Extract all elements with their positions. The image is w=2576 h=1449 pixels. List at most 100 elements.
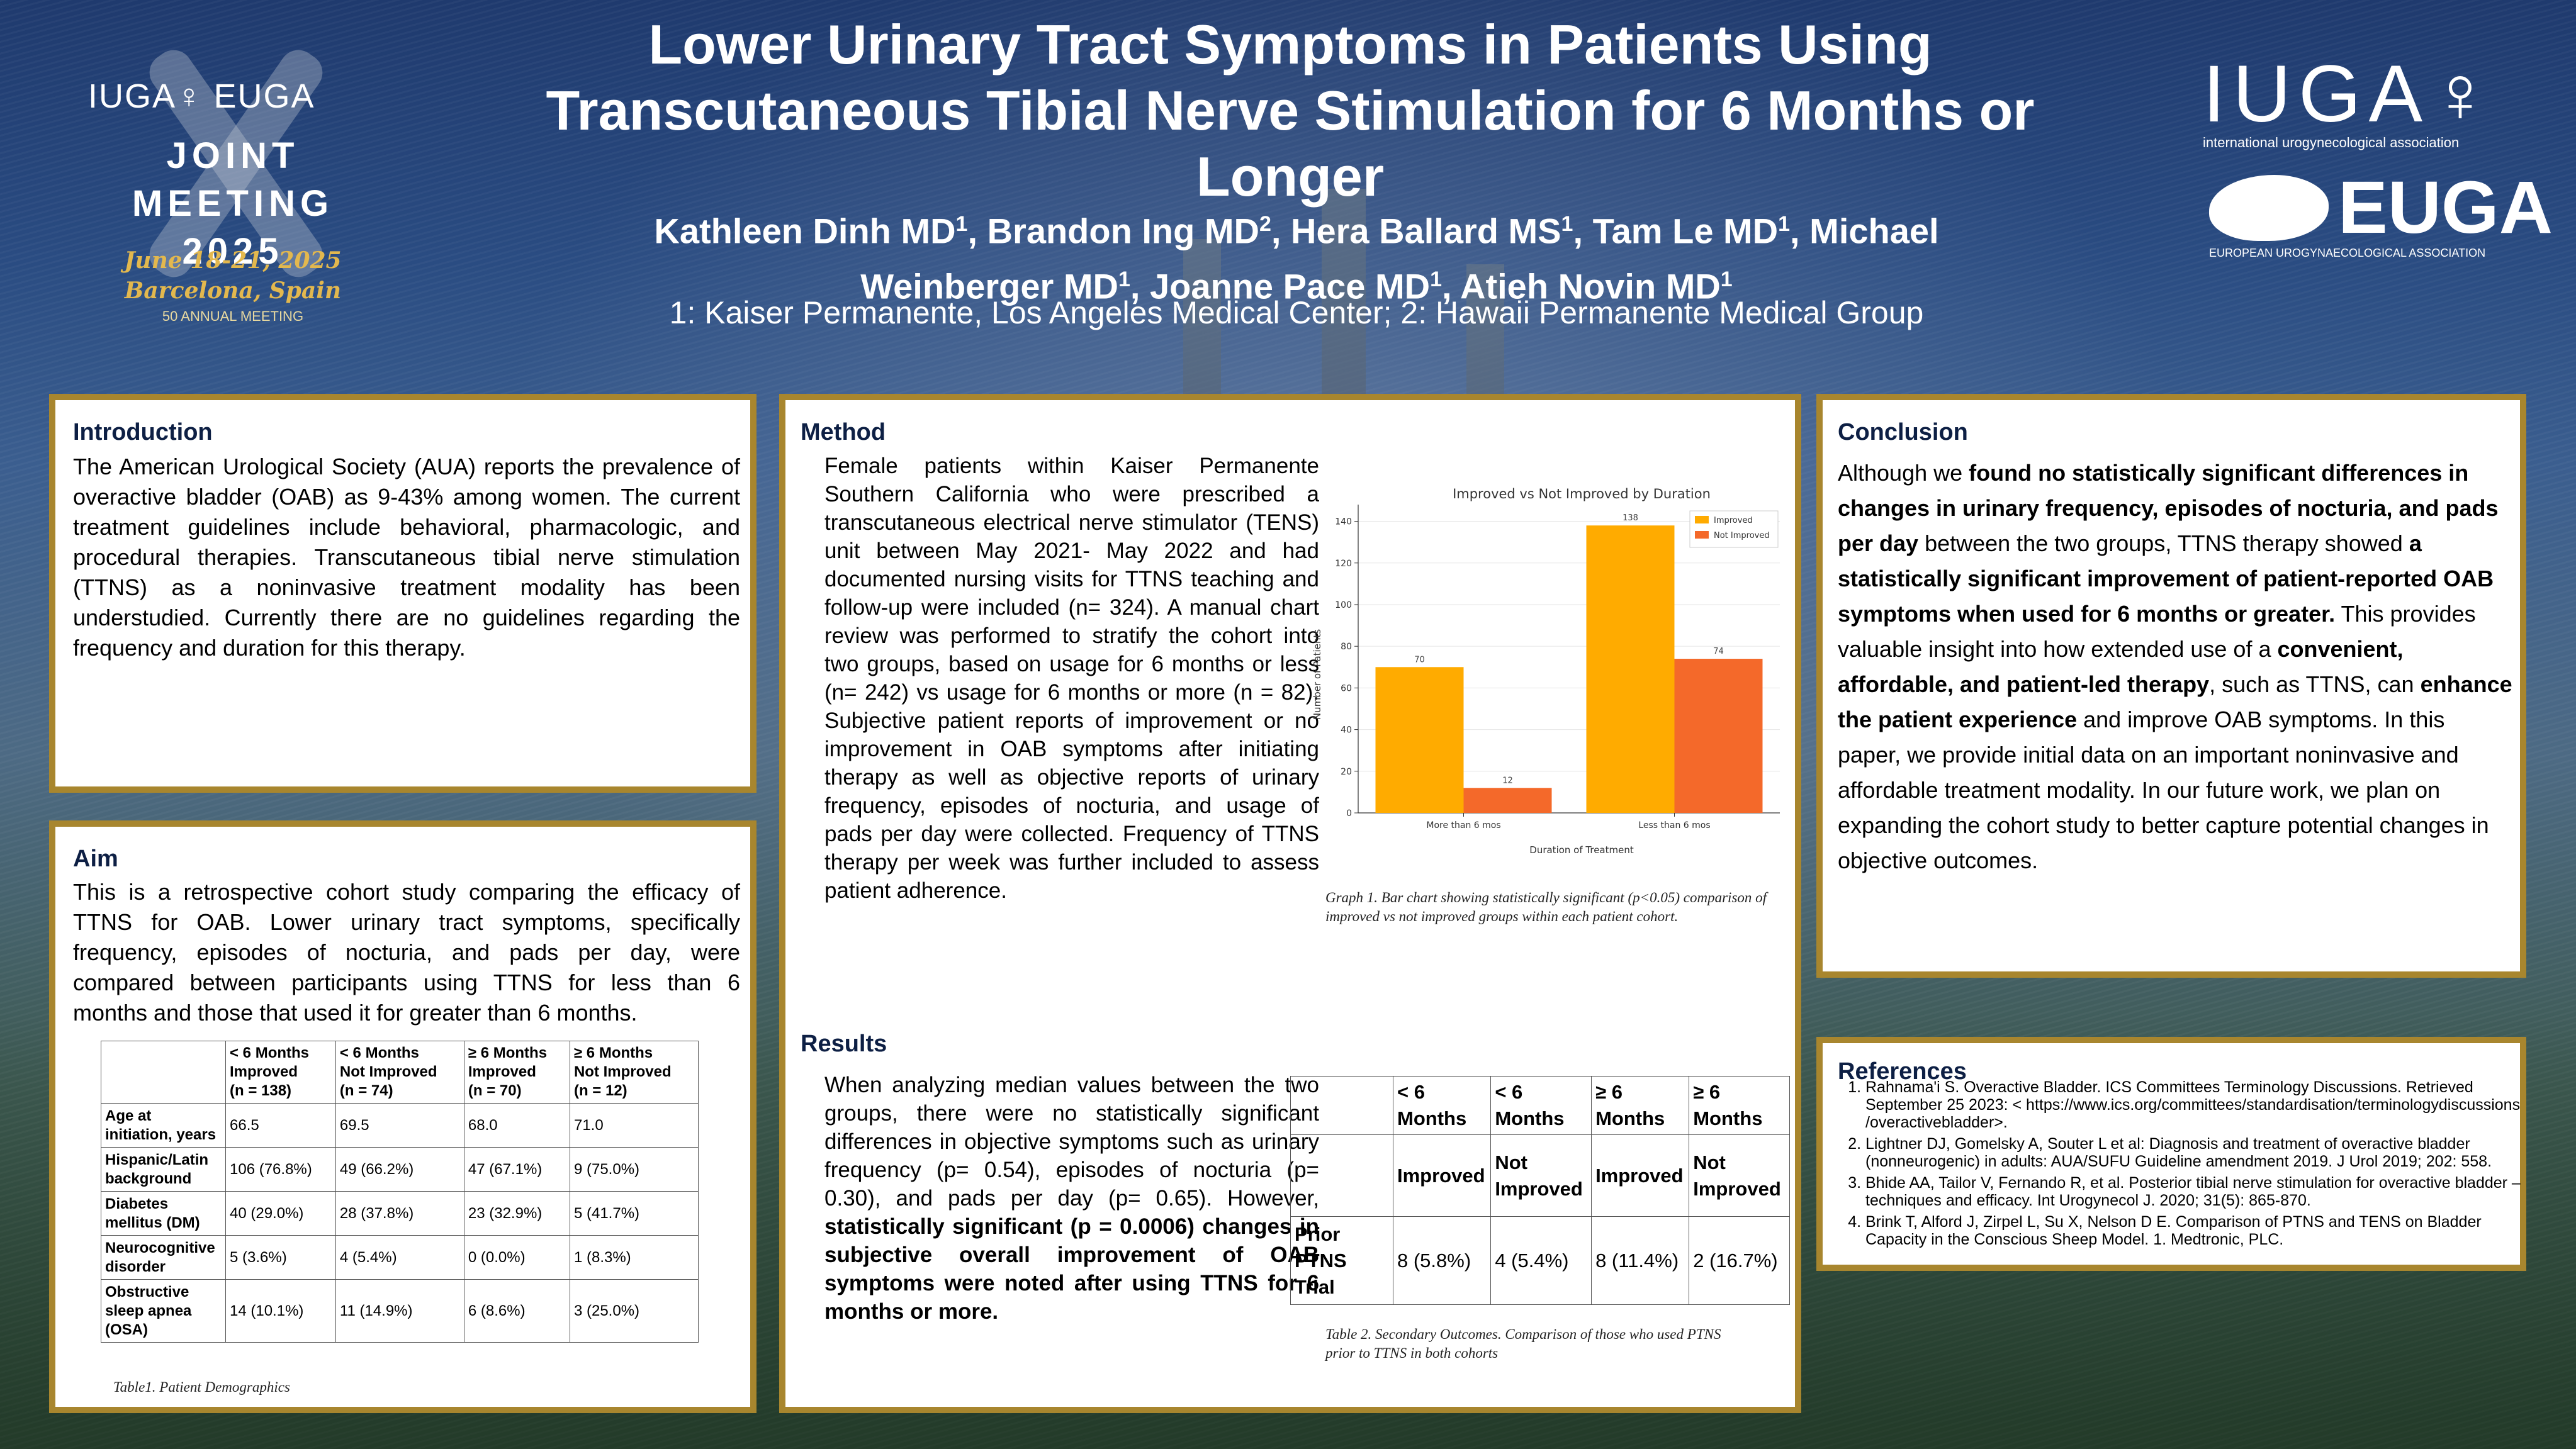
introduction-heading: Introduction — [73, 419, 213, 445]
legend-swatch — [1695, 516, 1709, 523]
table-cell: 2 (16.7%) — [1689, 1216, 1790, 1305]
x-tick-label: More than 6 mos — [1426, 820, 1500, 831]
y-tick-label: 120 — [1335, 559, 1352, 569]
bar — [1674, 659, 1763, 813]
table-cell: 66.5 — [225, 1103, 336, 1148]
row-label: Age at initiation, years — [101, 1103, 226, 1148]
author-name: Brandon Ing MD — [987, 211, 1259, 251]
table-cell: 28 (37.8%) — [335, 1191, 464, 1236]
table-header-cell: < 6 Months Not Improved (n = 74) — [335, 1041, 464, 1104]
table-row: Hispanic/Latin background 106 (76.8%) 49… — [101, 1147, 699, 1192]
bar-value-label: 138 — [1623, 513, 1638, 523]
table-corner-cell — [101, 1041, 226, 1104]
references-heading: References — [1838, 1058, 1967, 1085]
y-tick-label: 140 — [1335, 517, 1352, 527]
joint-meeting-associations: IUGA♀ EUGA — [88, 77, 315, 115]
table-cell: 106 (76.8%) — [225, 1147, 336, 1192]
poster-title: Lower Urinary Tract Symptoms in Patients… — [546, 13, 2035, 208]
x-tick-label: Less than 6 mos — [1638, 820, 1710, 831]
table-cell: 8 (11.4%) — [1591, 1216, 1690, 1305]
author-affiliation-number: 1 — [1430, 267, 1442, 291]
affiliations: 1: Kaiser Permanente, Los Angeles Medica… — [669, 295, 1924, 330]
references-panel: References Rahnama'i S. Overactive Bladd… — [1816, 1037, 2526, 1271]
table-header-row: Improved Not Improved Improved Not Impro… — [1290, 1134, 1790, 1217]
table-header-cell: Improved — [1392, 1134, 1492, 1217]
aim-heading: Aim — [73, 846, 118, 872]
bar-value-label: 74 — [1713, 647, 1724, 656]
table-row: Neurocognitive disorder 5 (3.6%) 4 (5.4%… — [101, 1235, 699, 1280]
table-cell: 5 (41.7%) — [569, 1191, 699, 1236]
secondary-outcomes-table: < 6 Months < 6 Months ≥ 6 Months ≥ 6 Mon… — [1290, 1076, 1790, 1305]
table-row: Obstructive sleep apnea (OSA) 14 (10.1%)… — [101, 1279, 699, 1343]
introduction-panel: Introduction The American Urological Soc… — [49, 394, 756, 793]
table-cell: 8 (5.8%) — [1392, 1216, 1492, 1305]
row-label: Diabetes mellitus (DM) — [101, 1191, 226, 1236]
table-corner-cell — [1290, 1134, 1393, 1217]
table-row: Diabetes mellitus (DM) 40 (29.0%) 28 (37… — [101, 1191, 699, 1236]
y-tick-label: 80 — [1341, 642, 1352, 652]
table-header-cell: ≥ 6 Months Improved (n = 70) — [463, 1041, 570, 1104]
table-cell: 0 (0.0%) — [463, 1235, 570, 1280]
legend-label: Not Improved — [1714, 531, 1770, 540]
table-cell: 69.5 — [335, 1103, 464, 1148]
table-header-row: < 6 Months Improved (n = 138) < 6 Months No… — [101, 1041, 699, 1104]
table-cell: 71.0 — [569, 1103, 699, 1148]
table-cell: 6 (8.6%) — [463, 1279, 570, 1343]
joint-meeting-title: JOINT MEETING 2025 — [132, 135, 334, 272]
table-row: Age at initiation, years 66.5 69.5 68.0 … — [101, 1103, 699, 1148]
table-header-cell: < 6 Months Improved (n = 138) — [225, 1041, 336, 1104]
row-label: Hispanic/Latin background — [101, 1147, 226, 1192]
references-list: Rahnama'i S. Overactive Bladder. ICS Com… — [1838, 1078, 2533, 1252]
reference-item: Rahnama'i S. Overactive Bladder. ICS Com… — [1865, 1078, 2533, 1131]
bar — [1586, 525, 1675, 813]
joint-meeting-logo: IUGA♀ EUGA JOINT MEETING 2025 June 18-21… — [38, 42, 415, 346]
table-header-cell: ≥ 6 Months — [1591, 1076, 1690, 1135]
reference-item: Lightner DJ, Gomelsky A, Souter L et al:… — [1865, 1135, 2533, 1170]
results-heading: Results — [801, 1031, 887, 1057]
table-cell: 9 (75.0%) — [569, 1147, 699, 1192]
table-cell: 1 (8.3%) — [569, 1235, 699, 1280]
y-tick-label: 40 — [1341, 725, 1352, 736]
table-header-cell: Not Improved — [1490, 1134, 1592, 1217]
table-cell: 23 (32.9%) — [463, 1191, 570, 1236]
author-name: Atieh Novin MD — [1460, 266, 1721, 306]
author-affiliation-number: 1 — [955, 212, 968, 236]
table-cell: 4 (5.4%) — [1490, 1216, 1592, 1305]
table-header-cell: ≥ 6 Months Not Improved (n = 12) — [569, 1041, 699, 1104]
results-text-bold: statistically significant (p = 0.0006) c… — [824, 1214, 1319, 1324]
table-row: Prior PTNS Trial 8 (5.8%) 4 (5.4%) 8 (11… — [1290, 1216, 1790, 1305]
introduction-text: The American Urological Society (AUA) re… — [73, 454, 740, 661]
conclusion-panel: Conclusion Although we found no statisti… — [1816, 394, 2526, 978]
reference-item: Bhide AA, Tailor V, Fernando R, et al. P… — [1865, 1174, 2533, 1209]
author-affiliation-number: 1 — [1720, 267, 1733, 291]
annual-meeting-badge: 50 ANNUAL MEETING — [162, 308, 304, 324]
table-header-cell: < 6 Months — [1392, 1076, 1492, 1135]
bar-value-label: 12 — [1502, 776, 1513, 785]
aim-text: This is a retrospective cohort study com… — [73, 879, 740, 1026]
bar — [1375, 667, 1464, 813]
table-cell: 3 (25.0%) — [569, 1279, 699, 1343]
table-cell: 4 (5.4%) — [335, 1235, 464, 1280]
bar-chart: Improved vs Not Improved by Duration Dur… — [1312, 486, 1780, 856]
author-list: Kathleen Dinh MD1, Brandon Ing MD2, Hera… — [654, 211, 1939, 306]
y-tick-label: 60 — [1341, 683, 1352, 693]
table-header-cell: < 6 Months — [1490, 1076, 1592, 1135]
bar-value-label: 70 — [1414, 655, 1425, 664]
table-cell: 11 (14.9%) — [335, 1279, 464, 1343]
table-cell: 40 (29.0%) — [225, 1191, 336, 1236]
table-cell: 47 (67.1%) — [463, 1147, 570, 1192]
row-label: Neurocognitive disorder — [101, 1235, 226, 1280]
author-name: Joanne Pace MD — [1150, 266, 1431, 306]
method-results-panel: Method Female patients within Kaiser Per… — [779, 394, 1801, 1413]
table2-caption: Table 2. Secondary Outcomes. Comparison … — [1325, 1326, 1721, 1361]
euga-brain-icon — [2209, 175, 2329, 241]
aim-panel: Aim This is a retrospective cohort study… — [49, 820, 756, 1413]
table1-caption: Table1. Patient Demographics — [113, 1379, 290, 1395]
table-header-row: < 6 Months < 6 Months ≥ 6 Months ≥ 6 Mon… — [1290, 1076, 1790, 1135]
author-name: Michael Weinberger MD — [860, 211, 1939, 306]
legend-swatch — [1695, 531, 1709, 539]
author-affiliation-number: 2 — [1259, 212, 1271, 236]
conclusion-heading: Conclusion — [1838, 419, 1968, 445]
patient-demographics-table: < 6 Months Improved (n = 138) < 6 Months No… — [101, 1041, 699, 1343]
table-cell: 49 (66.2%) — [335, 1147, 464, 1192]
